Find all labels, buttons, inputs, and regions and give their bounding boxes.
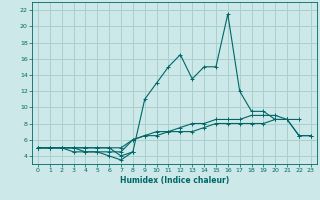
X-axis label: Humidex (Indice chaleur): Humidex (Indice chaleur) — [120, 176, 229, 185]
